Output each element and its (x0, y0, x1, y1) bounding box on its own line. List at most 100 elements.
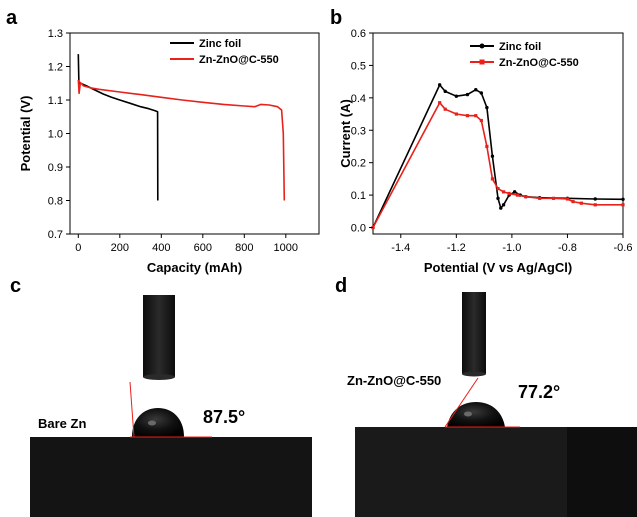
chart-a-frame (69, 32, 320, 235)
chart-b-ytick-label: 0.0 (351, 223, 366, 235)
chart-b-ytick-label: 0.5 (351, 60, 366, 72)
chart-a-ytick-label: 0.9 (48, 162, 63, 174)
chart-b-xtick-label: -1.4 (391, 242, 410, 254)
chart-b-point (593, 203, 597, 207)
chart-b-point (571, 199, 575, 204)
chart-b-xtick-label: -0.8 (558, 242, 577, 254)
chart-a-xtick-label: 0 (75, 242, 81, 254)
chart-b-xtick-label: -0.6 (614, 242, 633, 254)
chart-b-ytick-label: 0.4 (351, 93, 366, 105)
chart-b-point (507, 191, 511, 196)
chart-b-point (438, 101, 442, 105)
chart-b-ytick-label: 0.6 (351, 28, 366, 40)
photo-c-label: Bare Zn (38, 416, 86, 431)
chart-a-ytick-label: 1.2 (48, 62, 63, 74)
chart-b-ytick-label: 0.3 (351, 125, 366, 137)
chart-b-point (490, 177, 495, 181)
chart-b-point (579, 201, 583, 205)
chart-b-ytick-label: 0.2 (351, 158, 366, 170)
chart-a-xtick-label: 200 (111, 242, 129, 254)
chart-a-ytick-label: 0.7 (48, 229, 63, 241)
chart-b-legend-label-1: Zinc foil (499, 41, 541, 53)
chart-b-point (474, 88, 478, 92)
chart-b-point (474, 114, 478, 118)
chart-b-point (551, 196, 556, 200)
chart-a-xtick-label: 600 (194, 242, 212, 254)
photo-d-angle: 77.2° (518, 382, 560, 402)
chart-b-legend-marker (479, 43, 485, 49)
chart-a-xtick-label: 400 (152, 242, 170, 254)
chart-b-point (485, 105, 489, 110)
chart-b-point (443, 89, 447, 94)
chart-b-point (501, 190, 506, 194)
photo-c: Bare Zn 87.5° (30, 295, 312, 517)
photo-d-droplet (447, 402, 505, 427)
chart-a-legend-label-2: Zn-ZnO@C-550 (199, 54, 279, 66)
photo-d-needle-tip (462, 371, 486, 377)
photo-c-tangent-line (129, 381, 135, 438)
chart-b-point (454, 112, 458, 116)
chart-b-point (538, 196, 542, 200)
chart-a-ytick-label: 0.8 (48, 196, 63, 208)
chart-b-ytick-label: 0.1 (351, 190, 366, 202)
chart-b-point (593, 197, 597, 201)
chart-b-point (465, 114, 470, 118)
chart-a-series-line-2 (77, 79, 286, 201)
chart-a-xlabel: Capacity (mAh) (147, 260, 242, 275)
panel-letter-b: b (330, 7, 342, 29)
chart-b-point (524, 195, 528, 199)
photo-c-angle: 87.5° (203, 407, 245, 427)
photo-d-needle (462, 292, 486, 374)
chart-b-point (621, 197, 625, 202)
photo-c-needle (143, 295, 175, 377)
chart-b-xlabel: Potential (V vs Ag/AgCl) (424, 260, 572, 275)
chart-b-point (443, 107, 447, 111)
chart-b-point (454, 94, 459, 98)
chart-a-legend: Zinc foil Zn-ZnO@C-550 (170, 38, 279, 66)
photo-d: Zn-ZnO@C-550 77.2° (347, 292, 637, 517)
chart-b-point (485, 144, 489, 149)
photo-c-droplet-highlight (148, 420, 156, 426)
chart-a: 0 200 400 600 800 1000 0.7 0.8 0.9 1.0 1.1 1.2 1.3 Z… (18, 28, 320, 275)
chart-b-xtick-label: -1.2 (447, 242, 466, 254)
chart-b-point (501, 203, 506, 207)
chart-b-ylabel: Current (A) (338, 99, 353, 168)
chart-b-point (515, 193, 520, 197)
chart-b-legend-label-2: Zn-ZnO@C-550 (499, 57, 579, 69)
chart-a-ytick-label: 1.1 (48, 95, 63, 107)
chart-a-ylabel: Potential (V) (18, 96, 33, 172)
chart-b-series-line-2 (372, 101, 623, 228)
panel-letter-c: c (10, 275, 21, 297)
chart-a-xtick-label: 1000 (274, 242, 298, 254)
photo-d-droplet-highlight (464, 411, 472, 417)
chart-b-point (479, 91, 484, 95)
chart-a-legend-label-1: Zinc foil (199, 38, 241, 50)
photo-c-substrate (30, 437, 312, 517)
photo-c-droplet (132, 408, 184, 437)
chart-b-point (437, 83, 442, 87)
chart-b: -1.4 -1.2 -1.0 -0.8 -0.6 0.0 0.1 0.2 0.3 0.4 0.5 0.… (338, 28, 632, 275)
chart-a-xtick-label: 800 (235, 242, 253, 254)
chart-b-xtick-label: -1.0 (502, 242, 521, 254)
chart-a-ytick-label: 1.3 (48, 28, 63, 40)
photo-d-substrate-edge (567, 427, 637, 517)
chart-b-legend: Zinc foil Zn-ZnO@C-550 (470, 41, 579, 69)
chart-b-point (512, 190, 517, 194)
photo-d-label: Zn-ZnO@C-550 (347, 373, 441, 388)
photo-c-needle-tip (143, 374, 175, 380)
panel-letter-d: d (335, 275, 347, 297)
chart-b-point (496, 196, 500, 201)
chart-a-series-line-1 (77, 54, 159, 201)
chart-b-point (479, 118, 483, 123)
chart-b-legend-marker (479, 59, 485, 65)
chart-a-ytick-label: 1.0 (48, 129, 63, 141)
chart-b-point (621, 203, 625, 207)
chart-b-point (565, 197, 570, 201)
panel-letter-a: a (6, 7, 18, 29)
chart-b-frame (372, 32, 624, 235)
chart-b-point (496, 187, 500, 191)
photo-d-tangent-line (444, 377, 479, 428)
chart-b-point (499, 206, 503, 210)
chart-b-point (465, 92, 470, 97)
